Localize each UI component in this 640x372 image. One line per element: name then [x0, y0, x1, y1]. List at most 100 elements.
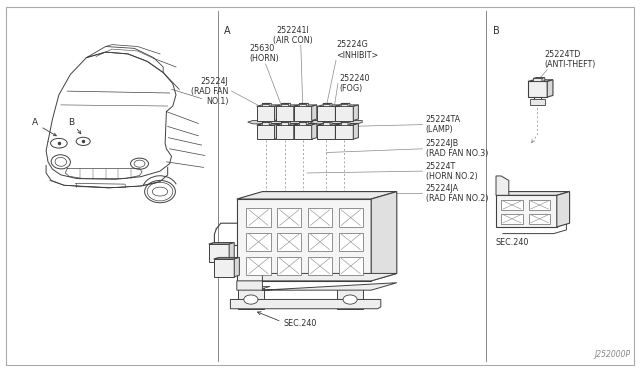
Text: A: A	[32, 118, 38, 126]
Polygon shape	[335, 106, 353, 121]
Polygon shape	[340, 104, 348, 106]
Ellipse shape	[343, 295, 357, 304]
Polygon shape	[237, 273, 397, 290]
Polygon shape	[257, 125, 275, 139]
Polygon shape	[323, 122, 330, 125]
Polygon shape	[281, 122, 289, 125]
Polygon shape	[557, 192, 570, 227]
Polygon shape	[275, 105, 280, 121]
Bar	[339, 232, 363, 251]
Text: SEC.240: SEC.240	[284, 319, 317, 328]
Polygon shape	[289, 103, 291, 106]
Polygon shape	[294, 105, 299, 121]
Polygon shape	[335, 105, 340, 121]
Polygon shape	[323, 103, 332, 104]
Polygon shape	[317, 106, 335, 121]
Polygon shape	[294, 124, 317, 125]
Text: 25224JB
(RAD FAN NO.3): 25224JB (RAD FAN NO.3)	[426, 139, 488, 158]
Text: B: B	[68, 118, 75, 126]
Polygon shape	[533, 77, 545, 78]
Ellipse shape	[244, 295, 258, 304]
Polygon shape	[237, 199, 371, 281]
Polygon shape	[340, 103, 350, 104]
Polygon shape	[234, 257, 239, 277]
Polygon shape	[299, 103, 308, 104]
Polygon shape	[276, 125, 294, 139]
Polygon shape	[371, 192, 397, 281]
Polygon shape	[229, 243, 234, 262]
Text: 25224TA
(LAMP): 25224TA (LAMP)	[426, 115, 461, 134]
Polygon shape	[317, 125, 335, 139]
Polygon shape	[312, 124, 317, 139]
Text: J252000P: J252000P	[595, 350, 630, 359]
Polygon shape	[337, 286, 369, 288]
Polygon shape	[294, 106, 312, 121]
Text: 25224TD
(ANTI-THEFT): 25224TD (ANTI-THEFT)	[544, 50, 595, 69]
Polygon shape	[312, 105, 317, 121]
Polygon shape	[289, 122, 291, 125]
Text: 25224G
<INHIBIT>: 25224G <INHIBIT>	[336, 41, 378, 60]
Polygon shape	[276, 105, 299, 106]
Polygon shape	[281, 103, 291, 104]
Bar	[246, 232, 271, 251]
Text: 252241I
(AIR CON): 252241I (AIR CON)	[273, 26, 312, 45]
Bar	[530, 99, 545, 105]
Bar	[246, 257, 271, 275]
Polygon shape	[317, 105, 340, 106]
Text: 25224JA
(RAD FAN NO.2): 25224JA (RAD FAN NO.2)	[426, 184, 488, 203]
Text: 25224T
(HORN NO.2): 25224T (HORN NO.2)	[426, 161, 477, 181]
Polygon shape	[276, 106, 294, 121]
Text: 252240
(FOG): 252240 (FOG)	[339, 74, 370, 93]
Polygon shape	[269, 103, 271, 106]
Polygon shape	[340, 122, 348, 125]
Polygon shape	[330, 122, 332, 125]
Bar	[308, 257, 332, 275]
Polygon shape	[348, 122, 350, 125]
Polygon shape	[307, 103, 308, 106]
Bar	[277, 208, 301, 227]
Bar	[277, 232, 301, 251]
Polygon shape	[335, 125, 353, 139]
Polygon shape	[294, 125, 312, 139]
Polygon shape	[496, 192, 570, 195]
Polygon shape	[237, 192, 397, 199]
Polygon shape	[262, 122, 269, 125]
Bar	[308, 208, 332, 227]
Polygon shape	[276, 124, 299, 125]
Text: 25630
(HORN): 25630 (HORN)	[250, 44, 279, 63]
Polygon shape	[528, 81, 547, 97]
Polygon shape	[317, 124, 340, 125]
Polygon shape	[337, 288, 363, 309]
Polygon shape	[533, 78, 542, 81]
Polygon shape	[353, 124, 358, 139]
Polygon shape	[335, 124, 358, 125]
Polygon shape	[307, 122, 308, 125]
Polygon shape	[262, 104, 269, 106]
Polygon shape	[299, 122, 307, 125]
Bar	[246, 208, 271, 227]
Polygon shape	[209, 243, 234, 244]
Polygon shape	[353, 105, 358, 121]
Polygon shape	[257, 105, 280, 106]
Polygon shape	[257, 106, 275, 121]
Polygon shape	[214, 259, 234, 277]
Polygon shape	[299, 104, 307, 106]
Polygon shape	[496, 176, 509, 195]
Bar	[529, 200, 550, 210]
Polygon shape	[294, 124, 299, 139]
Polygon shape	[528, 80, 553, 81]
Polygon shape	[547, 80, 553, 97]
Bar	[339, 208, 363, 227]
Bar	[277, 257, 301, 275]
Polygon shape	[230, 299, 381, 309]
Polygon shape	[257, 124, 280, 125]
Polygon shape	[262, 103, 271, 104]
Polygon shape	[542, 77, 545, 81]
Polygon shape	[323, 104, 330, 106]
Polygon shape	[348, 103, 350, 106]
Polygon shape	[294, 105, 317, 106]
Polygon shape	[281, 104, 289, 106]
Polygon shape	[330, 103, 332, 106]
Polygon shape	[238, 288, 264, 309]
Polygon shape	[335, 105, 358, 106]
